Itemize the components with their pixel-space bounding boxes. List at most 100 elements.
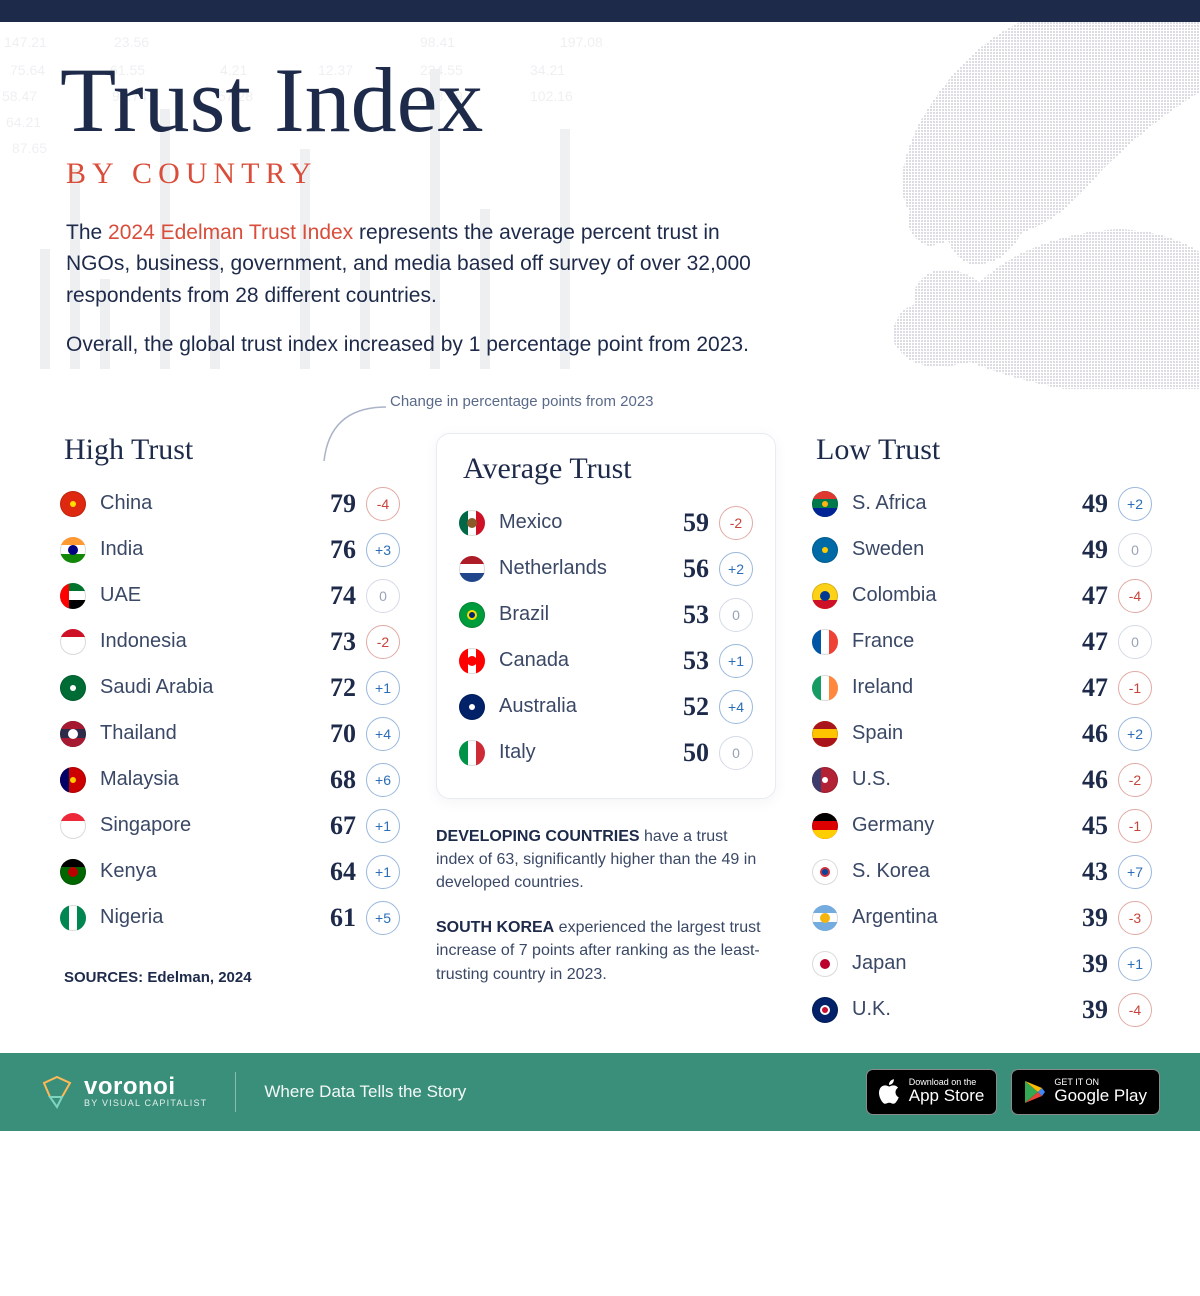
delta-badge: 0 (719, 598, 753, 632)
trust-value: 64 (310, 857, 356, 887)
appstore-big: App Store (909, 1087, 985, 1106)
delta-badge: +2 (1118, 717, 1152, 751)
country-name: Italy (499, 741, 663, 764)
country-row: China 79 -4 (60, 481, 400, 527)
trust-value: 73 (310, 627, 356, 657)
google-play-icon (1024, 1080, 1046, 1104)
delta-badge: +7 (1118, 855, 1152, 889)
flag-icon (60, 629, 86, 655)
delta-badge: -3 (1118, 901, 1152, 935)
country-row: India 76 +3 (60, 527, 400, 573)
country-name: India (100, 538, 310, 561)
trust-value: 53 (663, 600, 709, 630)
flag-icon (812, 905, 838, 931)
flag-icon (459, 740, 485, 766)
delta-badge: -1 (1118, 671, 1152, 705)
flag-icon (812, 997, 838, 1023)
country-row: Ireland 47 -1 (812, 665, 1152, 711)
flag-icon (60, 721, 86, 747)
country-name: Netherlands (499, 557, 663, 580)
trust-value: 47 (1062, 627, 1108, 657)
flag-icon (812, 767, 838, 793)
flag-icon (812, 721, 838, 747)
delta-badge: +5 (366, 901, 400, 935)
trust-value: 46 (1062, 765, 1108, 795)
country-row: Germany 45 -1 (812, 803, 1152, 849)
country-row: Canada 53 +1 (459, 638, 753, 684)
country-name: UAE (100, 584, 310, 607)
country-name: Ireland (852, 676, 1062, 699)
brand-byline: BY VISUAL CAPITALIST (84, 1099, 207, 1108)
delta-badge: +1 (366, 809, 400, 843)
flag-icon (812, 537, 838, 563)
delta-badge: 0 (719, 736, 753, 770)
flag-icon (812, 813, 838, 839)
country-row: Argentina 39 -3 (812, 895, 1152, 941)
delta-badge: -2 (719, 506, 753, 540)
column-title: Average Trust (463, 452, 753, 486)
flag-icon (60, 905, 86, 931)
flag-icon (60, 537, 86, 563)
trust-value: 79 (310, 489, 356, 519)
trust-value: 52 (663, 692, 709, 722)
country-row: Singapore 67 +1 (60, 803, 400, 849)
delta-badge: +3 (366, 533, 400, 567)
country-name: S. Africa (852, 492, 1062, 515)
header-area: 147.21 75.64 58.47 64.21 87.65 23.56 61.… (0, 22, 1200, 389)
trust-value: 49 (1062, 489, 1108, 519)
trust-value: 39 (1062, 949, 1108, 979)
country-name: Canada (499, 649, 663, 672)
flag-icon (812, 583, 838, 609)
country-row: Japan 39 +1 (812, 941, 1152, 987)
trust-value: 76 (310, 535, 356, 565)
page-subtitle: BY COUNTRY (66, 157, 1140, 191)
footer-tagline: Where Data Tells the Story (264, 1082, 466, 1102)
delta-badge: 0 (1118, 533, 1152, 567)
app-store-badge[interactable]: Download on the App Store (866, 1069, 998, 1115)
intro-paragraph-1: The 2024 Edelman Trust Index represents … (66, 217, 766, 312)
flag-icon (812, 675, 838, 701)
trust-value: 50 (663, 738, 709, 768)
delta-badge: -2 (1118, 763, 1152, 797)
country-row: France 47 0 (812, 619, 1152, 665)
flag-icon (60, 675, 86, 701)
country-name: Mexico (499, 511, 663, 534)
delta-badge: -1 (1118, 809, 1152, 843)
delta-badge: 0 (1118, 625, 1152, 659)
voronoi-icon (40, 1075, 74, 1109)
delta-badge: -4 (1118, 993, 1152, 1027)
middle-notes: DEVELOPING COUNTRIES have a trust index … (436, 825, 776, 986)
flag-icon (812, 859, 838, 885)
country-row: Kenya 64 +1 (60, 849, 400, 895)
intro-highlight: 2024 Edelman Trust Index (108, 221, 353, 244)
brand-name: voronoi (84, 1075, 207, 1099)
flag-icon (459, 510, 485, 536)
country-name: Australia (499, 695, 663, 718)
delta-badge: +1 (366, 855, 400, 889)
flag-icon (459, 694, 485, 720)
country-name: China (100, 492, 310, 515)
trust-value: 49 (1062, 535, 1108, 565)
google-play-badge[interactable]: GET IT ON Google Play (1011, 1069, 1160, 1115)
country-row: UAE 74 0 (60, 573, 400, 619)
delta-badge: +2 (1118, 487, 1152, 521)
columns-container: High Trust China 79 -4 India 76 +3 UAE 7… (0, 423, 1200, 1053)
country-row: Malaysia 68 +6 (60, 757, 400, 803)
trust-value: 39 (1062, 995, 1108, 1025)
flag-icon (60, 813, 86, 839)
trust-value: 46 (1062, 719, 1108, 749)
trust-value: 47 (1062, 581, 1108, 611)
country-name: Saudi Arabia (100, 676, 310, 699)
country-name: Kenya (100, 860, 310, 883)
delta-badge: 0 (366, 579, 400, 613)
country-row: Australia 52 +4 (459, 684, 753, 730)
top-bar (0, 0, 1200, 22)
country-name: Thailand (100, 722, 310, 745)
country-row: Italy 50 0 (459, 730, 753, 776)
delta-badge: +2 (719, 552, 753, 586)
delta-badge: -4 (366, 487, 400, 521)
delta-badge: +1 (719, 644, 753, 678)
delta-badge: +4 (366, 717, 400, 751)
intro-pre: The (66, 221, 108, 244)
column-card: Average Trust Mexico 59 -2 Netherlands 5… (436, 433, 776, 799)
